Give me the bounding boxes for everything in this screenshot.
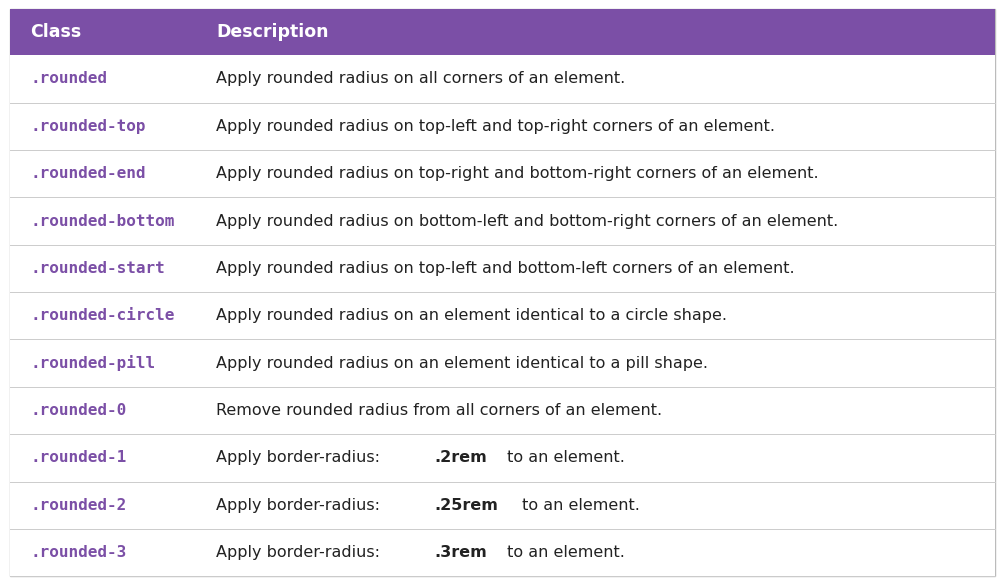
Text: Class: Class	[30, 23, 81, 41]
Bar	[10, 102, 995, 150]
Bar	[10, 292, 995, 339]
Text: to an element.: to an element.	[502, 450, 625, 465]
Text: .2rem: .2rem	[434, 450, 487, 465]
Text: .rounded-bottom: .rounded-bottom	[30, 214, 175, 229]
Text: .rounded-circle: .rounded-circle	[30, 308, 175, 324]
Bar	[10, 150, 995, 197]
Text: .rounded-3: .rounded-3	[30, 545, 127, 560]
Text: .rounded-1: .rounded-1	[30, 450, 127, 465]
Text: Apply border-radius:: Apply border-radius:	[216, 450, 385, 465]
Text: Apply rounded radius on top-left and top-right corners of an element.: Apply rounded radius on top-left and top…	[216, 119, 775, 134]
Bar	[10, 197, 995, 245]
Text: Apply rounded radius on an element identical to a pill shape.: Apply rounded radius on an element ident…	[216, 356, 709, 371]
Text: Remove rounded radius from all corners of an element.: Remove rounded radius from all corners o…	[216, 403, 662, 418]
Bar	[10, 387, 995, 434]
Text: to an element.: to an element.	[502, 545, 625, 560]
Text: Description: Description	[216, 23, 329, 41]
Text: .rounded-pill: .rounded-pill	[30, 355, 156, 371]
Bar	[10, 245, 995, 292]
Text: Apply border-radius:: Apply border-radius:	[216, 498, 385, 512]
Bar	[10, 434, 995, 481]
Text: .rounded: .rounded	[30, 71, 108, 87]
Text: Apply border-radius:: Apply border-radius:	[216, 545, 385, 560]
Text: Apply rounded radius on top-right and bottom-right corners of an element.: Apply rounded radius on top-right and bo…	[216, 166, 819, 181]
Text: Apply rounded radius on an element identical to a circle shape.: Apply rounded radius on an element ident…	[216, 308, 727, 324]
Text: .rounded-end: .rounded-end	[30, 166, 146, 181]
Text: .rounded-2: .rounded-2	[30, 498, 127, 512]
Text: to an element.: to an element.	[517, 498, 639, 512]
Bar	[10, 481, 995, 529]
Bar	[10, 9, 995, 56]
Text: Apply rounded radius on top-left and bottom-left corners of an element.: Apply rounded radius on top-left and bot…	[216, 261, 795, 276]
Text: .rounded-0: .rounded-0	[30, 403, 127, 418]
Text: .rounded-start: .rounded-start	[30, 261, 165, 276]
Bar	[10, 339, 995, 387]
Text: .rounded-top: .rounded-top	[30, 119, 146, 134]
Text: .3rem: .3rem	[434, 545, 487, 560]
Text: .25rem: .25rem	[434, 498, 498, 512]
Bar	[10, 56, 995, 102]
Text: Apply rounded radius on all corners of an element.: Apply rounded radius on all corners of a…	[216, 71, 625, 87]
Text: Apply rounded radius on bottom-left and bottom-right corners of an element.: Apply rounded radius on bottom-left and …	[216, 214, 838, 229]
Bar	[10, 529, 995, 576]
